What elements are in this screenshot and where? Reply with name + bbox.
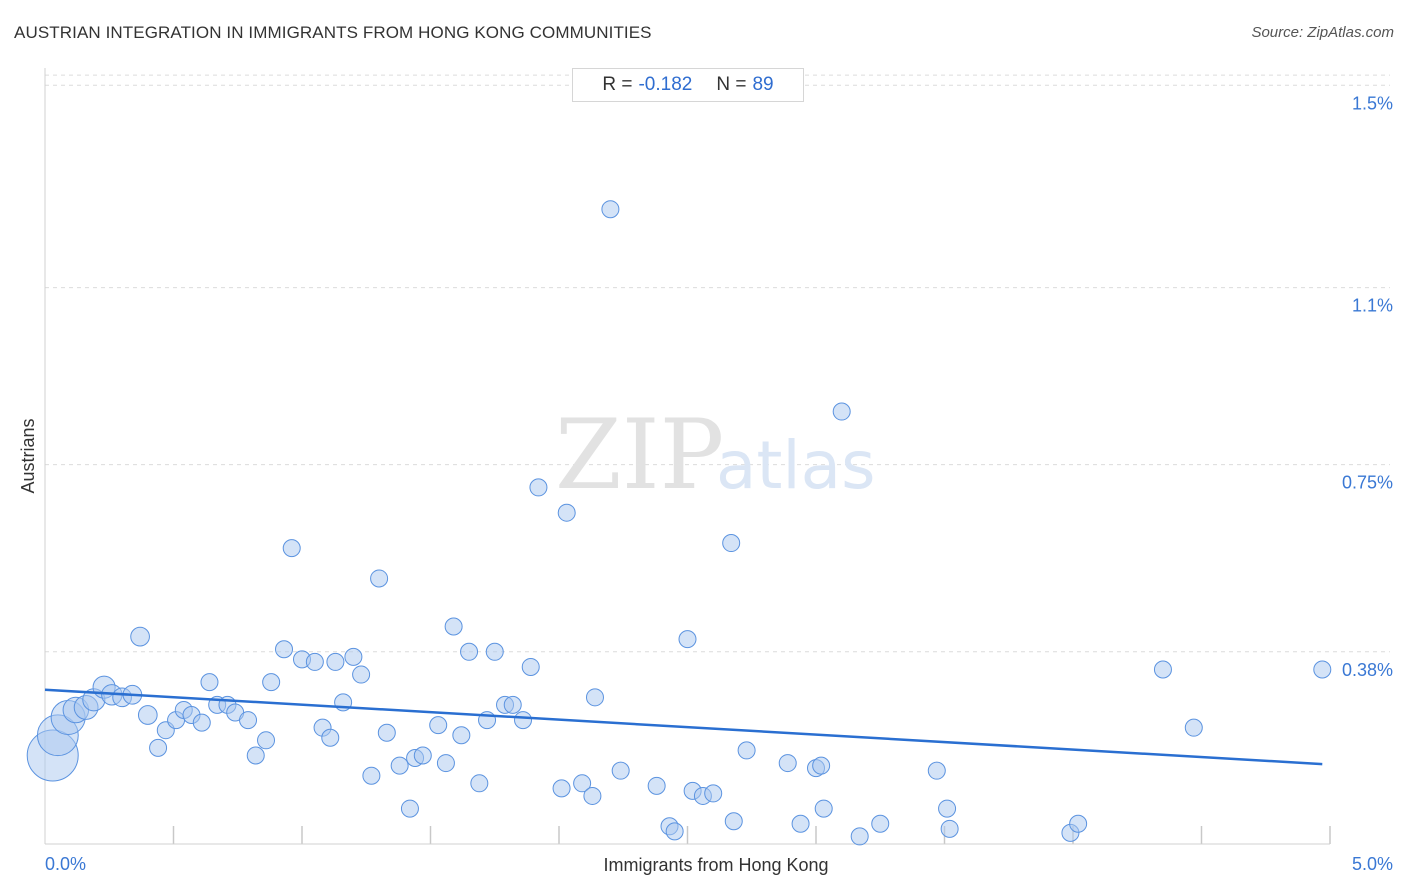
data-point: [429, 716, 448, 735]
data-point: [503, 695, 522, 714]
data-point: [529, 478, 548, 497]
data-point: [305, 652, 324, 671]
data-point: [601, 200, 620, 219]
data-point: [583, 786, 602, 805]
data-point: [585, 688, 604, 707]
data-point: [1313, 660, 1332, 679]
data-point: [137, 705, 158, 725]
data-point: [832, 402, 851, 421]
data-point: [611, 761, 630, 780]
data-point: [400, 799, 419, 818]
data-point: [326, 652, 345, 671]
data-point: [938, 799, 957, 818]
r-value: -0.182: [638, 74, 693, 95]
y-tick-labels: 0.38% 0.75% 1.1% 1.5%: [1342, 93, 1393, 680]
r-label: R =: [602, 74, 633, 95]
n-label: N =: [716, 74, 747, 95]
data-point: [1153, 660, 1172, 679]
data-point: [390, 756, 409, 775]
watermark-atlas: atlas: [716, 427, 876, 504]
data-point: [370, 569, 389, 588]
y-axis-title: Austrians: [18, 418, 38, 493]
data-point: [321, 728, 340, 747]
data-point: [352, 665, 371, 684]
data-point: [377, 723, 396, 742]
data-point: [557, 503, 576, 522]
data-point: [452, 726, 471, 745]
data-point: [573, 774, 592, 793]
data-point: [413, 746, 432, 765]
data-point: [192, 713, 211, 732]
trend-line: [44, 688, 1323, 766]
data-point: [871, 814, 890, 833]
data-point: [552, 779, 571, 798]
data-point: [470, 774, 489, 793]
x-axis-ticks: [45, 826, 1331, 845]
x-tick-label: 0.0%: [45, 854, 86, 874]
data-point: [275, 640, 294, 659]
data-point: [791, 814, 810, 833]
data-point: [927, 761, 946, 780]
data-point: [262, 673, 281, 692]
x-tick-label: 5.0%: [1352, 854, 1393, 874]
source-label: Source: ZipAtlas.com: [1251, 24, 1394, 41]
stats-box: R = -0.182 N = 89: [572, 68, 804, 102]
data-point: [460, 642, 479, 661]
data-point: [362, 766, 381, 785]
n-value: 89: [752, 74, 774, 95]
data-point: [514, 711, 533, 730]
x-tick-labels: 0.0% 5.0%: [45, 854, 1393, 874]
data-point: [246, 746, 265, 765]
y-tick-label: 1.5%: [1352, 93, 1393, 113]
chart-title: AUSTRIAN INTEGRATION IN IMMIGRANTS FROM …: [14, 23, 652, 42]
data-point: [521, 657, 540, 676]
data-point: [485, 642, 504, 661]
data-point: [665, 822, 684, 841]
data-point: [814, 799, 833, 818]
data-point: [1184, 718, 1203, 737]
data-point: [737, 741, 756, 760]
y-tick-label: 1.1%: [1352, 296, 1393, 316]
data-point: [850, 827, 869, 846]
data-point: [812, 756, 831, 775]
data-point: [724, 812, 743, 831]
data-point: [130, 626, 150, 647]
data-point: [239, 711, 258, 730]
data-point: [344, 647, 363, 666]
data-point: [444, 617, 463, 636]
data-point: [678, 630, 697, 649]
data-point: [436, 754, 455, 773]
data-point: [200, 673, 219, 692]
watermark: ZIP atlas: [555, 399, 876, 511]
y-tick-label: 0.38%: [1342, 660, 1393, 680]
data-point: [282, 539, 301, 558]
y-tick-label: 0.75%: [1342, 473, 1393, 493]
grid: [45, 74, 1390, 653]
data-points: [26, 200, 1332, 846]
data-point: [257, 731, 276, 750]
data-point: [778, 754, 797, 773]
watermark-zip: ZIP: [555, 399, 724, 511]
data-point: [722, 534, 741, 553]
data-point: [940, 819, 959, 838]
data-point: [149, 738, 168, 757]
data-point: [647, 776, 666, 795]
data-point: [1069, 814, 1088, 833]
x-axis-title: Immigrants from Hong Kong: [603, 855, 828, 875]
data-point: [704, 784, 723, 803]
